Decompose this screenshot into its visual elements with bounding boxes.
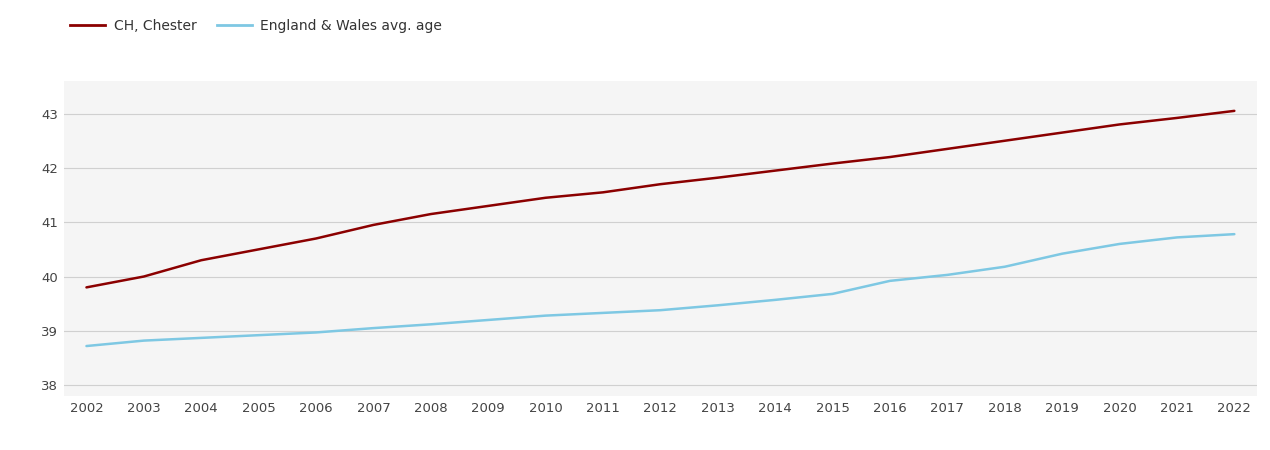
England & Wales avg. age — [710, 302, 725, 308]
CH, Chester — [79, 285, 94, 290]
CH, Chester — [480, 203, 495, 209]
CH, Chester — [366, 222, 381, 228]
England & Wales avg. age — [79, 343, 94, 349]
Legend: CH, Chester, England & Wales avg. age: CH, Chester, England & Wales avg. age — [70, 18, 442, 33]
CH, Chester — [1113, 122, 1128, 127]
CH, Chester — [538, 195, 554, 200]
CH, Chester — [940, 146, 955, 152]
England & Wales avg. age — [767, 297, 782, 302]
CH, Chester — [653, 181, 668, 187]
CH, Chester — [1227, 108, 1242, 113]
England & Wales avg. age — [653, 307, 668, 313]
CH, Chester — [826, 161, 841, 166]
England & Wales avg. age — [997, 264, 1012, 270]
CH, Chester — [251, 247, 267, 252]
England & Wales avg. age — [1170, 235, 1185, 240]
CH, Chester — [710, 175, 725, 180]
England & Wales avg. age — [1227, 231, 1242, 237]
England & Wales avg. age — [480, 317, 495, 323]
England & Wales avg. age — [1113, 241, 1128, 247]
England & Wales avg. age — [136, 338, 151, 343]
Line: CH, Chester: CH, Chester — [86, 111, 1234, 288]
CH, Chester — [193, 257, 208, 263]
England & Wales avg. age — [366, 325, 381, 331]
CH, Chester — [136, 274, 151, 279]
England & Wales avg. age — [826, 291, 841, 297]
England & Wales avg. age — [883, 278, 898, 284]
England & Wales avg. age — [1054, 251, 1069, 256]
CH, Chester — [1170, 115, 1185, 121]
England & Wales avg. age — [309, 330, 324, 335]
Line: England & Wales avg. age: England & Wales avg. age — [86, 234, 1234, 346]
England & Wales avg. age — [538, 313, 554, 318]
CH, Chester — [883, 154, 898, 160]
England & Wales avg. age — [423, 322, 438, 327]
CH, Chester — [309, 236, 324, 241]
CH, Chester — [997, 138, 1012, 144]
England & Wales avg. age — [940, 272, 955, 278]
CH, Chester — [423, 212, 438, 217]
CH, Chester — [1054, 130, 1069, 135]
England & Wales avg. age — [596, 310, 611, 315]
England & Wales avg. age — [193, 335, 208, 341]
CH, Chester — [767, 168, 782, 173]
England & Wales avg. age — [251, 333, 267, 338]
CH, Chester — [596, 189, 611, 195]
